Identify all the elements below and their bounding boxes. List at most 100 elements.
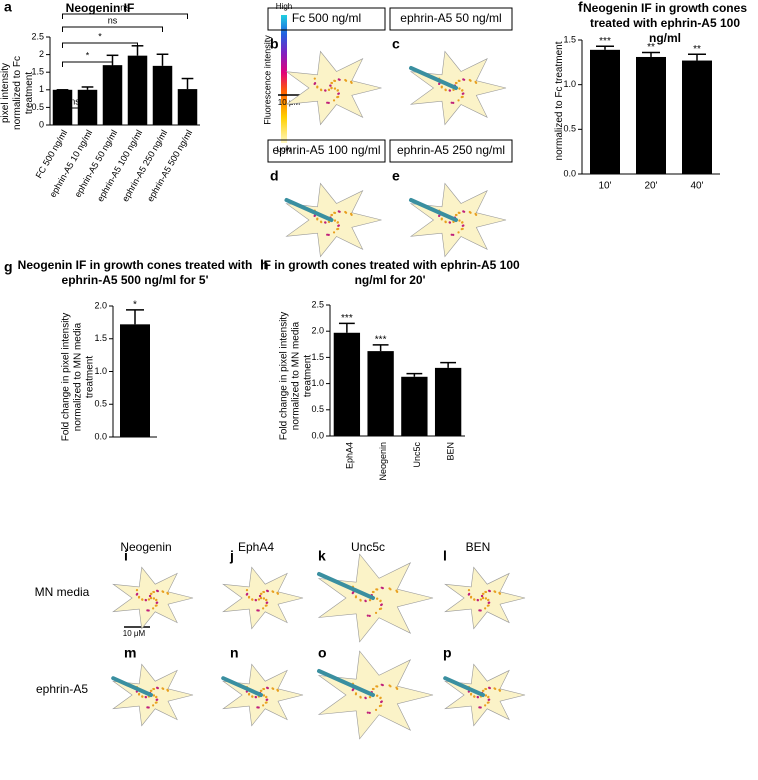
signal-dot bbox=[469, 596, 473, 599]
panel-letter: n bbox=[230, 645, 239, 661]
panel-letter: a bbox=[4, 0, 12, 15]
signal-dot bbox=[327, 88, 331, 91]
comparison-label: ns bbox=[108, 15, 118, 25]
signal-dot bbox=[488, 698, 491, 701]
signal-dot bbox=[313, 214, 316, 218]
signal-dot bbox=[354, 596, 357, 599]
signal-dot bbox=[457, 231, 460, 234]
cell-outline bbox=[285, 182, 382, 258]
significance-label: *** bbox=[341, 313, 353, 324]
signal-dot bbox=[468, 210, 471, 214]
signal-dot bbox=[457, 79, 460, 82]
signal-dot bbox=[259, 592, 263, 595]
signal-dot bbox=[454, 213, 458, 217]
signal-dot bbox=[141, 598, 144, 601]
signal-dot bbox=[152, 607, 155, 610]
cell-outline bbox=[317, 650, 434, 740]
y-tick-label: 2.5 bbox=[31, 31, 44, 41]
signal-dot bbox=[374, 708, 378, 711]
significance-label: * bbox=[133, 300, 137, 311]
signal-dot bbox=[484, 590, 487, 594]
signal-dot bbox=[462, 92, 465, 95]
signal-dot bbox=[462, 224, 465, 227]
signal-dot bbox=[380, 586, 383, 589]
bar bbox=[152, 65, 173, 125]
signal-dot bbox=[366, 614, 369, 617]
signal-dot bbox=[313, 77, 316, 80]
label-box bbox=[389, 139, 513, 163]
signal-dot bbox=[329, 84, 332, 87]
signal-dot bbox=[457, 99, 460, 102]
signal-dot bbox=[155, 701, 158, 704]
signal-dot bbox=[476, 696, 480, 699]
signal-dot bbox=[141, 695, 144, 698]
signal-dot bbox=[265, 604, 268, 607]
error-bar bbox=[642, 51, 660, 57]
cell-image bbox=[284, 182, 382, 258]
signal-dot bbox=[440, 218, 443, 221]
signal-dot bbox=[349, 80, 353, 83]
signal-dot bbox=[461, 227, 464, 230]
signal-dot bbox=[440, 86, 443, 89]
signal-dot bbox=[484, 607, 487, 610]
signal-dot bbox=[251, 695, 254, 698]
y-tick-label: 2 bbox=[39, 49, 44, 59]
signal-dot bbox=[359, 599, 362, 602]
signal-dot bbox=[380, 603, 383, 606]
signal-dot bbox=[487, 598, 490, 601]
signal-dot bbox=[438, 82, 441, 86]
cell-image bbox=[221, 663, 304, 727]
signal-dot bbox=[479, 609, 482, 612]
row-label: ephrin-A5 bbox=[36, 682, 88, 696]
cell-image bbox=[444, 566, 526, 630]
panel-letter: o bbox=[318, 645, 327, 661]
signal-dot bbox=[461, 221, 464, 224]
signal-dot bbox=[487, 589, 491, 592]
signal-dot bbox=[444, 221, 447, 224]
signal-dot bbox=[333, 211, 336, 214]
signal-dot bbox=[247, 693, 251, 696]
signal-dot bbox=[484, 704, 487, 707]
signal-dot bbox=[493, 687, 496, 690]
signal-dot bbox=[380, 683, 383, 686]
signal-dot bbox=[320, 89, 323, 92]
label-box bbox=[267, 139, 386, 163]
signal-dot bbox=[262, 687, 265, 691]
y-tick-label: 0.0 bbox=[563, 168, 576, 178]
x-tick-label: BEN bbox=[446, 442, 456, 461]
colorbar-high: High bbox=[276, 2, 292, 11]
signal-dot bbox=[320, 221, 323, 224]
panel-letter: j bbox=[229, 548, 234, 564]
row-label: MN media bbox=[35, 585, 90, 599]
comparison-bracket bbox=[62, 61, 113, 67]
signal-dot bbox=[276, 688, 279, 691]
bar bbox=[590, 49, 620, 174]
cell-image bbox=[285, 50, 382, 126]
signal-dot bbox=[327, 233, 330, 236]
signal-dot bbox=[155, 695, 158, 698]
signal-dot bbox=[368, 711, 371, 714]
panel-letter: g bbox=[4, 259, 13, 275]
panel-letter: i bbox=[124, 548, 128, 564]
signal-dot bbox=[265, 695, 268, 698]
signal-dot bbox=[379, 607, 383, 610]
panel-letter: h bbox=[260, 257, 269, 273]
signal-dot bbox=[155, 589, 159, 592]
signal-dot bbox=[265, 598, 268, 601]
signal-dot bbox=[473, 598, 476, 601]
signal-dot bbox=[474, 212, 477, 215]
comparison-bracket bbox=[62, 13, 188, 19]
y-axis-label: Fold change in pixel intensity normalize… bbox=[278, 311, 313, 441]
high-signal bbox=[221, 676, 263, 697]
signal-dot bbox=[349, 212, 353, 215]
signal-dot bbox=[359, 696, 362, 699]
high-signal bbox=[443, 676, 485, 697]
signal-dot bbox=[166, 591, 169, 594]
signal-dot bbox=[395, 589, 398, 592]
signal-dot bbox=[371, 687, 375, 691]
signal-dot bbox=[265, 589, 269, 592]
signal-dot bbox=[493, 590, 496, 593]
x-tick-label: ephrin-A5 100 ng/ml bbox=[95, 128, 144, 203]
signal-dot bbox=[487, 701, 490, 704]
